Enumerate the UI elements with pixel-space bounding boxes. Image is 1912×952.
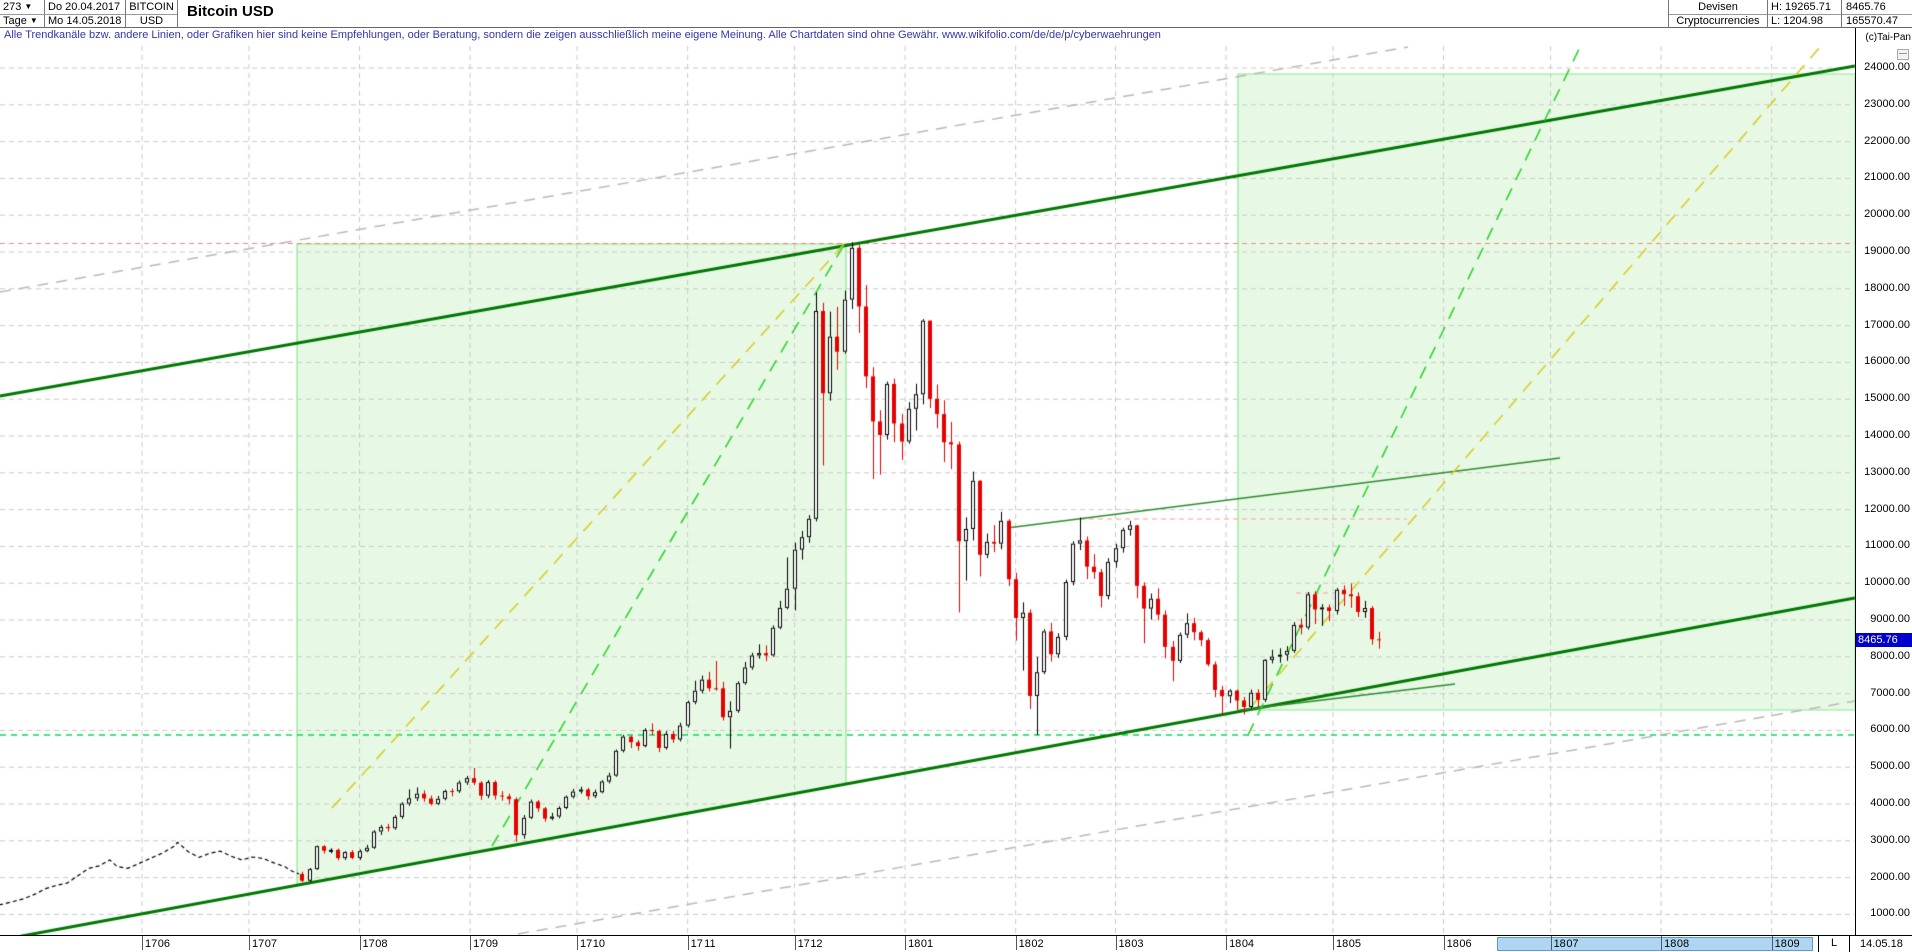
month-tick: [1661, 936, 1663, 950]
month-tick: [248, 936, 250, 950]
y-axis-label: 20000.00: [1864, 208, 1910, 221]
range-high: H: 19265.71: [1771, 1, 1831, 13]
y-axis-label: 22000.00: [1864, 134, 1910, 147]
month-tick: [794, 936, 796, 950]
period-dropdown[interactable]: Tage ▼: [3, 15, 38, 27]
minimize-icon[interactable]: [1897, 49, 1909, 60]
time-axis[interactable]: L 14.05.18 06 17 07 17 08 17 09 17 10 17 11 17 12 17 0…: [0, 935, 1912, 952]
y-axis-label: 19000.00: [1864, 245, 1910, 257]
month-tick: [1115, 936, 1117, 950]
chart-title: Bitcoin USD: [187, 3, 274, 20]
y-axis-label: 18000.00: [1864, 281, 1910, 294]
bars-count-dropdown[interactable]: 273 ▼: [3, 1, 33, 13]
high-low-cell: H: 19265.71 L: 1204.98: [1768, 0, 1842, 28]
y-axis-label: 9000.00: [1870, 613, 1910, 625]
bars-period-cell: 273 ▼ Tage ▼: [0, 0, 45, 28]
month-tick: [1443, 936, 1445, 950]
y-axis-label: 17000.00: [1864, 318, 1910, 331]
y-axis-label: 1000.00: [1870, 907, 1910, 920]
month-tick: [1333, 936, 1335, 950]
price-axis[interactable]: (c)Tai-Pan 24000.00 23000.00 22000.00 21000…: [1856, 28, 1912, 935]
month-tick: [1226, 936, 1228, 950]
y-axis-label: 21000.00: [1864, 171, 1910, 184]
symbol-cell: BITCOIN USD: [126, 0, 178, 28]
month-tick: [905, 936, 907, 950]
y-axis-label: 3000.00: [1870, 833, 1910, 846]
chevron-down-icon: ▼: [24, 2, 33, 11]
symbol-name: BITCOIN: [129, 1, 174, 13]
date-from: Do 20.04.2017: [48, 1, 121, 13]
month-tick: [687, 936, 689, 950]
end-date-label: 14.05.18: [1860, 938, 1903, 950]
month-tick: [577, 936, 579, 950]
date-range-cell: Do 20.04.2017 Mo 14.05.2018: [45, 0, 126, 28]
market-group: Devisen: [1698, 1, 1738, 13]
y-axis-label: 8000.00: [1870, 649, 1910, 662]
last-price: 8465.76: [1846, 1, 1886, 13]
future-range-scrollbar[interactable]: [1497, 937, 1813, 951]
chart-header: 273 ▼ Tage ▼ Do 20.04.2017 Mo 14.05.2018…: [0, 0, 1912, 28]
y-axis-label: 24000.00: [1864, 61, 1910, 73]
y-axis-label: 14000.00: [1864, 429, 1910, 441]
month-tick: [142, 936, 143, 950]
y-axis-label: 11000.00: [1864, 539, 1910, 552]
axis-separator: [1855, 28, 1856, 952]
y-axis-label: 16000.00: [1864, 355, 1910, 368]
last-price-tag: 8465.76: [1856, 632, 1912, 647]
last-price-cell: 8465.76 165570.47: [1842, 0, 1912, 28]
month-tick: [1771, 936, 1773, 950]
copyright-label: (c)Tai-Pan: [1865, 32, 1911, 43]
y-axis-label: 10000.00: [1864, 576, 1910, 589]
month-tick: [359, 936, 361, 950]
month-tick: [1550, 936, 1552, 950]
y-axis-label: 6000.00: [1870, 723, 1910, 736]
month-tick: [470, 936, 472, 950]
extra-value: 165570.47: [1846, 15, 1898, 27]
range-low: L: 1204.98: [1771, 15, 1823, 27]
market-subgroup: Cryptocurrencies: [1676, 15, 1760, 27]
linear-scale-button[interactable]: L: [1818, 936, 1850, 952]
y-axis-label: 23000.00: [1864, 97, 1910, 110]
market-group-cell: Devisen Cryptocurrencies: [1668, 0, 1768, 28]
y-axis-label: 13000.00: [1864, 465, 1910, 478]
y-axis-label: 12000.00: [1864, 502, 1910, 515]
y-axis-label: 4000.00: [1870, 797, 1910, 809]
month-tick: [1015, 936, 1017, 950]
y-axis-label: 7000.00: [1870, 686, 1910, 699]
y-axis-label: 15000.00: [1864, 392, 1910, 405]
y-axis-label: 5000.00: [1870, 760, 1910, 773]
y-axis-label: 2000.00: [1870, 870, 1910, 883]
disclaimer-text: Alle Trendkanäle bzw. andere Linien, ode…: [4, 29, 1161, 41]
symbol-currency: USD: [139, 15, 164, 27]
date-to: Mo 14.05.2018: [48, 15, 122, 27]
chevron-down-icon: ▼: [29, 16, 38, 25]
